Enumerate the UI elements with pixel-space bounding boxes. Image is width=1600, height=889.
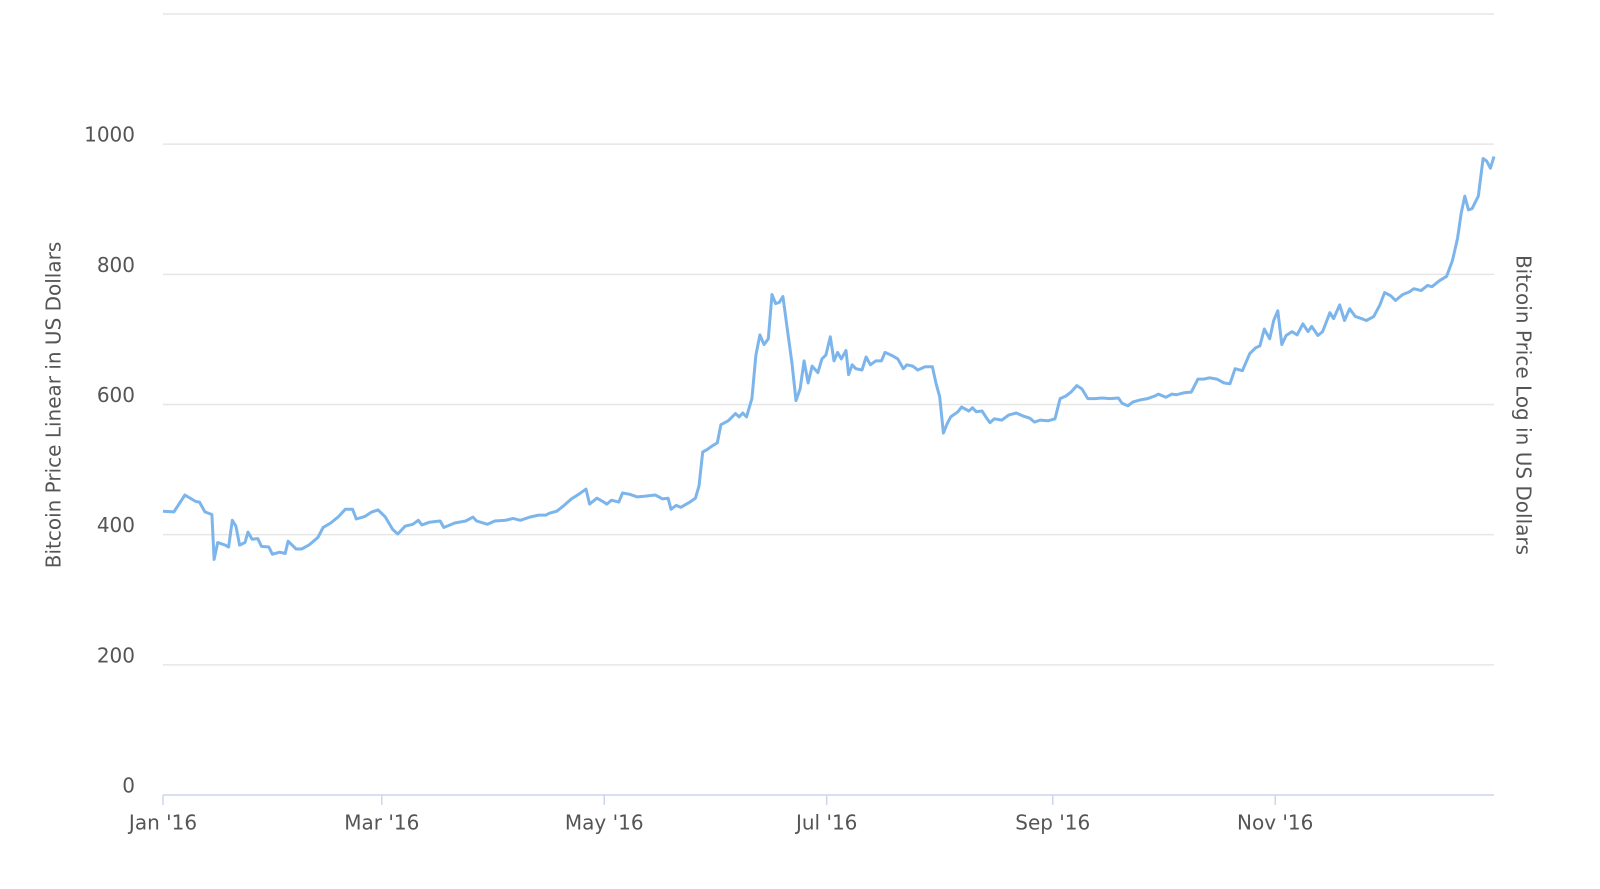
y-tick-label: 400 [97,513,135,537]
y-tick-label: 0 [122,774,135,798]
y2-axis-title: Bitcoin Price Log in US Dollars [1512,255,1536,555]
y-tick-label: 800 [97,253,135,277]
y-tick-label: 200 [97,643,135,667]
x-tick-label: Jan '16 [127,811,197,835]
y-tick-label: 600 [97,383,135,407]
x-tick-label: Jul '16 [794,811,857,835]
x-tick-label: May '16 [565,811,644,835]
y-tick-label: 1000 [84,123,135,147]
price-line [162,156,1496,561]
x-tick-label: Nov '16 [1237,811,1313,835]
x-tick-label: Sep '16 [1015,811,1090,835]
y-axis-title: Bitcoin Price Linear in US Dollars [42,242,66,569]
x-tick-label: Mar '16 [344,811,419,835]
